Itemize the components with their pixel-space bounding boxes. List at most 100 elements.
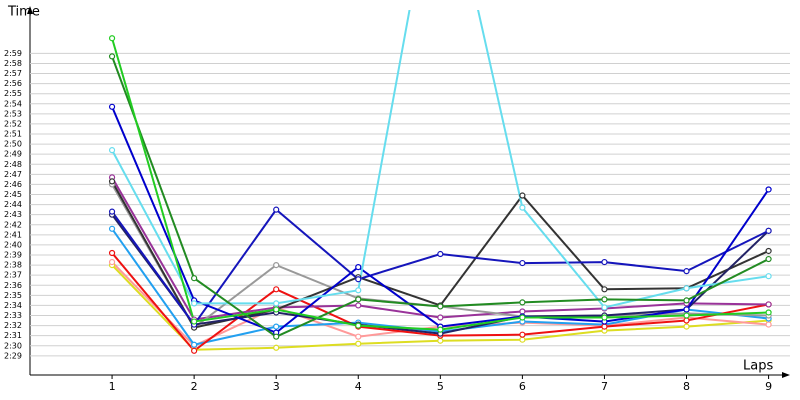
- series-line: [111, 106, 770, 334]
- y-tick-label: 2:33: [4, 311, 22, 320]
- y-axis-label: Time: [7, 5, 40, 20]
- point: [765, 186, 772, 193]
- point: [273, 286, 280, 293]
- point: [108, 249, 116, 257]
- point: [519, 192, 526, 199]
- y-tick-label: 2:45: [4, 190, 22, 199]
- y-tick-label: 2:53: [4, 109, 22, 118]
- point: [355, 296, 362, 303]
- x-arrow: [782, 372, 790, 378]
- point: [273, 306, 280, 313]
- y-tick-label: 2:56: [4, 79, 22, 88]
- y-tick-label: 2:51: [4, 130, 22, 139]
- point: [273, 344, 280, 351]
- point: [191, 300, 198, 307]
- y-tick-label: 2:29: [4, 351, 22, 360]
- point: [273, 323, 280, 330]
- y-tick-label: 2:41: [4, 230, 22, 239]
- point: [108, 178, 116, 185]
- point: [108, 258, 116, 266]
- point: [108, 225, 116, 232]
- y-tick-label: 2:54: [4, 99, 22, 108]
- series-line: [111, 56, 770, 338]
- x-tick-label: 8: [683, 380, 690, 393]
- point: [191, 347, 198, 354]
- point: [355, 333, 362, 340]
- point: [437, 337, 444, 344]
- point: [108, 208, 116, 215]
- y-tick-label: 2:58: [4, 59, 22, 68]
- y-tick-label: 2:49: [4, 150, 22, 159]
- point: [765, 273, 772, 280]
- y-tick-label: 2:48: [4, 160, 22, 169]
- point: [765, 227, 772, 234]
- point: [355, 287, 362, 294]
- point: [601, 258, 608, 266]
- point: [437, 326, 444, 333]
- y-tick-label: 2:32: [4, 321, 22, 330]
- point: [437, 314, 444, 321]
- point: [108, 147, 116, 154]
- point: [273, 261, 280, 269]
- point: [765, 321, 772, 328]
- y-tick-label: 2:43: [4, 210, 22, 219]
- point: [683, 285, 690, 292]
- point: [683, 312, 690, 319]
- point: [683, 323, 690, 330]
- point: [273, 333, 280, 340]
- point: [519, 299, 526, 306]
- point: [273, 206, 280, 213]
- y-tick-label: 2:57: [4, 69, 22, 78]
- y-tick-label: 2:47: [4, 170, 22, 179]
- y-tick-label: 2:30: [4, 341, 22, 350]
- y-tick-label: 2:59: [4, 49, 22, 58]
- x-tick-label: 7: [601, 380, 608, 393]
- point: [191, 341, 198, 348]
- y-tick-label: 2:50: [4, 140, 22, 149]
- point: [519, 308, 526, 315]
- point: [601, 304, 608, 311]
- y-tick-label: 2:52: [4, 119, 22, 128]
- point: [683, 268, 690, 275]
- x-tick-label: 2: [191, 380, 198, 393]
- point: [355, 322, 362, 329]
- point: [765, 255, 772, 263]
- point: [601, 314, 608, 321]
- y-tick-label: 2:39: [4, 251, 22, 260]
- point: [765, 309, 772, 316]
- y-tick-label: 2:42: [4, 220, 22, 229]
- point: [683, 297, 690, 304]
- point: [355, 276, 362, 283]
- series-line: [111, 10, 769, 309]
- point: [519, 336, 526, 343]
- y-tick-label: 2:36: [4, 281, 22, 290]
- point: [765, 247, 772, 255]
- x-tick-label: 6: [519, 380, 526, 393]
- series-line: [111, 176, 769, 321]
- point: [191, 318, 198, 325]
- y-tick-label: 2:55: [4, 89, 22, 98]
- series-line: [111, 37, 769, 331]
- point: [765, 301, 772, 308]
- x-tick-label: 9: [765, 380, 772, 393]
- point: [108, 103, 116, 110]
- y-tick-label: 2:37: [4, 271, 22, 280]
- point: [273, 300, 280, 307]
- y-tick-label: 2:46: [4, 180, 22, 189]
- y-tick-label: 2:38: [4, 261, 22, 270]
- point: [601, 323, 608, 330]
- point: [108, 53, 116, 60]
- x-axis-label: Laps: [743, 359, 773, 374]
- y-tick-label: 2:34: [4, 301, 22, 310]
- point: [683, 317, 690, 324]
- x-tick-label: 5: [437, 380, 444, 393]
- point: [437, 303, 444, 310]
- y-tick-label: 2:31: [4, 331, 22, 340]
- point: [519, 331, 526, 338]
- point: [519, 314, 526, 321]
- point: [437, 250, 444, 258]
- x-tick-label: 4: [355, 380, 362, 393]
- point: [108, 35, 116, 42]
- point: [355, 302, 362, 309]
